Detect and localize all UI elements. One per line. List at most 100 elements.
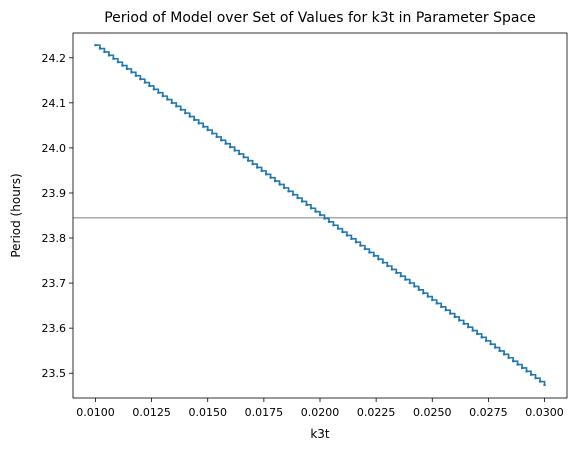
data-point — [350, 237, 353, 240]
data-point — [516, 363, 519, 366]
data-point — [368, 251, 371, 254]
data-point — [139, 78, 142, 81]
x-axis-label: k3t — [310, 427, 330, 441]
data-point — [520, 366, 524, 370]
data-point — [247, 159, 250, 162]
y-tick-label: 24.2 — [42, 52, 67, 65]
data-point — [538, 380, 542, 383]
y-tick-label: 23.9 — [42, 187, 67, 200]
data-point — [345, 234, 349, 237]
data-point — [381, 261, 384, 264]
data-point — [202, 125, 205, 128]
y-axis: 23.5 23.6 23.7 23.8 23.9 24.0 24.1 24.2 — [42, 52, 73, 380]
y-tick-label: 24.0 — [42, 142, 67, 155]
data-point — [224, 142, 227, 145]
data-point — [377, 258, 380, 261]
data-point — [116, 61, 120, 64]
x-tick-label: 0.0250 — [413, 406, 452, 419]
data-point — [220, 139, 223, 142]
data-point — [485, 339, 488, 342]
data-point — [363, 247, 367, 251]
series-layer — [94, 44, 546, 387]
x-tick-label: 0.0150 — [188, 406, 227, 419]
y-tick-label: 23.8 — [42, 232, 67, 245]
data-point — [161, 95, 164, 98]
data-point — [529, 373, 533, 376]
data-point — [233, 149, 236, 152]
data-point — [287, 190, 290, 193]
data-point — [467, 326, 470, 329]
data-point — [206, 129, 209, 132]
data-point — [148, 84, 151, 88]
data-point — [305, 203, 308, 206]
data-point — [359, 244, 362, 247]
data-point — [121, 64, 124, 67]
data-point — [291, 193, 295, 196]
data-point — [372, 254, 375, 257]
data-point — [314, 210, 317, 213]
data-point — [525, 370, 528, 373]
data-point — [404, 278, 407, 281]
data-point — [112, 57, 115, 60]
data-point — [157, 91, 160, 94]
x-tick-label: 0.0200 — [301, 406, 340, 419]
data-point — [462, 322, 465, 325]
data-point — [494, 346, 497, 349]
data-point — [431, 298, 434, 302]
data-point — [152, 88, 155, 91]
data-point — [130, 71, 133, 74]
data-point — [503, 353, 506, 356]
data-point — [426, 295, 429, 298]
y-tick-label: 24.1 — [42, 97, 67, 110]
data-point — [309, 207, 313, 210]
x-axis: 0.0100 0.0125 0.0150 0.0175 0.0200 0.0225 0.02… — [76, 398, 564, 419]
data-point — [193, 118, 196, 122]
data-point — [282, 186, 286, 189]
data-point — [251, 162, 254, 166]
x-tick-label: 0.0225 — [357, 406, 396, 419]
data-point — [134, 74, 137, 77]
data-point — [332, 224, 335, 227]
data-point — [300, 200, 304, 203]
data-point — [98, 47, 102, 50]
y-tick-label: 23.5 — [42, 367, 67, 380]
data-point — [507, 356, 510, 359]
data-point — [296, 196, 299, 200]
data-point — [480, 336, 483, 339]
chart-title: Period of Model over Set of Values for k… — [104, 10, 536, 26]
data-point — [215, 135, 218, 138]
data-point — [273, 179, 277, 183]
data-point — [143, 81, 146, 84]
data-point — [449, 312, 452, 315]
data-point — [278, 183, 281, 186]
data-point — [471, 329, 474, 332]
data-point — [422, 292, 425, 295]
data-point — [242, 156, 245, 159]
data-point — [498, 349, 501, 353]
data-point — [179, 108, 182, 111]
data-point — [327, 220, 331, 223]
data-point — [103, 50, 106, 54]
y-tick-label: 23.6 — [42, 322, 67, 335]
data-point — [269, 176, 272, 179]
data-point — [238, 152, 241, 155]
data-point — [435, 302, 438, 305]
x-tick-label: 0.0275 — [469, 406, 508, 419]
y-axis-label: Period (hours) — [9, 173, 23, 257]
data-point — [440, 305, 443, 308]
data-point — [386, 264, 389, 268]
data-point — [458, 319, 461, 322]
data-point — [390, 268, 393, 271]
y-tick-label: 23.7 — [42, 277, 67, 290]
data-point — [336, 227, 340, 230]
data-point — [444, 309, 447, 312]
data-point — [166, 98, 169, 101]
x-tick-label: 0.0125 — [132, 406, 171, 419]
data-point — [265, 173, 268, 176]
data-point — [188, 115, 191, 118]
data-point — [323, 217, 326, 220]
data-point — [417, 288, 420, 291]
data-point — [229, 146, 232, 149]
data-point — [354, 241, 358, 244]
